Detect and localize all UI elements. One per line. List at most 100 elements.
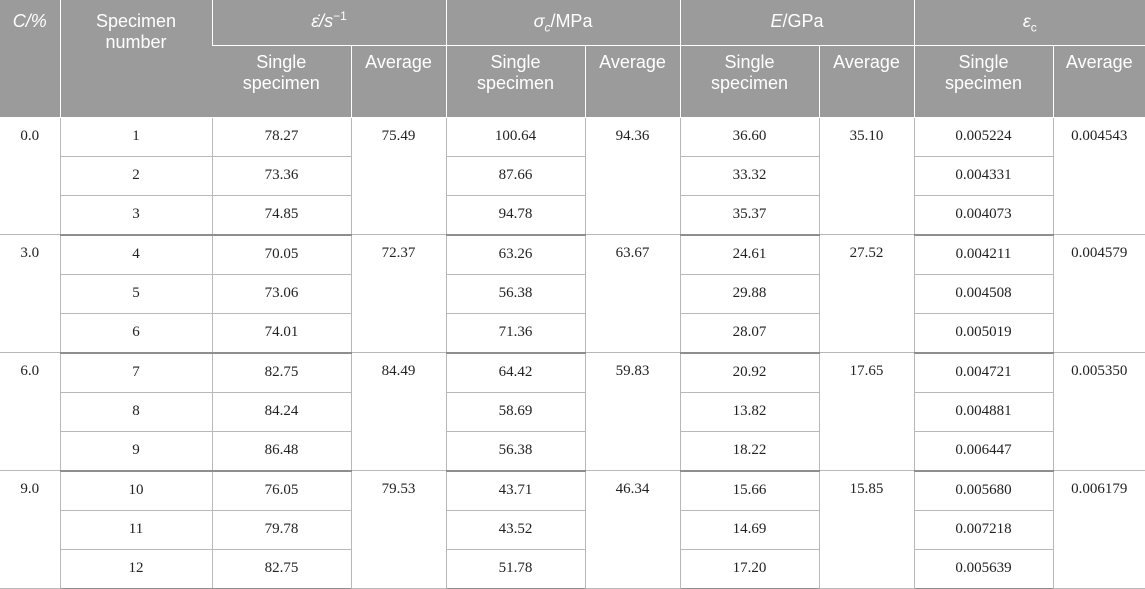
- specimen-number-cell: 4: [59, 234, 212, 275]
- strain-rate-cell: 82.75: [211, 549, 351, 589]
- table-row: 3.0 4 70.05 72.37 63.26 63.67 24.61 27.5…: [0, 234, 1145, 353]
- table-row: 9 86.48 56.38 18.22 0.006447: [0, 431, 1145, 472]
- specimen-number-cell: 3: [59, 195, 212, 236]
- table-row: 5 73.06 56.38 29.88 0.004508: [0, 274, 1145, 314]
- strain-cell: 0.005680: [913, 470, 1054, 511]
- strain-average-cell: 0.006179: [1052, 470, 1145, 589]
- table-header: C/% Specimen number ε̇/s−1 σc/MPa E/GPa …: [0, 0, 1145, 118]
- stress-cell: 56.38: [445, 274, 586, 314]
- strain-rate-cell: 78.27: [211, 117, 351, 157]
- strain-cell: 0.005019: [913, 313, 1054, 354]
- table-row: 11 79.78 43.52 14.69 0.007218: [0, 510, 1145, 550]
- strain-rate-average-cell: 84.49: [350, 352, 447, 471]
- header-elastic-modulus: E/GPa: [679, 0, 915, 46]
- modulus-average-cell: 35.10: [818, 117, 915, 235]
- header-specimen-number: Specimen number: [59, 0, 212, 118]
- stress-average-cell: 59.83: [584, 352, 681, 471]
- stress-cell: 100.64: [445, 117, 586, 157]
- specimen-number-cell: 7: [59, 352, 212, 393]
- stress-cell: 43.71: [445, 470, 586, 511]
- modulus-cell: 20.92: [679, 352, 820, 393]
- specimen-number-cell: 2: [59, 156, 212, 196]
- modulus-cell: 13.82: [679, 392, 820, 432]
- strain-rate-average-cell: 72.37: [350, 234, 447, 353]
- strain-rate-average-cell: 75.49: [350, 117, 447, 235]
- strain-rate-cell: 79.78: [211, 510, 351, 550]
- table-row: 6 74.01 71.36 28.07 0.005019: [0, 313, 1145, 354]
- stress-cell: 58.69: [445, 392, 586, 432]
- modulus-cell: 14.69: [679, 510, 820, 550]
- strain-rate-cell: 73.36: [211, 156, 351, 196]
- strain-rate-cell: 86.48: [211, 431, 351, 472]
- stress-cell: 51.78: [445, 549, 586, 589]
- strain-average-cell: 0.004579: [1052, 234, 1145, 353]
- specimen-number-cell: 9: [59, 431, 212, 472]
- stress-cell: 87.66: [445, 156, 586, 196]
- strain-cell: 0.004211: [913, 234, 1054, 275]
- strain-rate-cell: 73.06: [211, 274, 351, 314]
- modulus-cell: 36.60: [679, 117, 820, 157]
- specimen-number-cell: 5: [59, 274, 212, 314]
- header-average: Average: [818, 45, 915, 118]
- stress-average-cell: 46.34: [584, 470, 681, 589]
- strain-rate-cell: 82.75: [211, 352, 351, 393]
- stress-average-cell: 94.36: [584, 117, 681, 235]
- header-peak-stress: σc/MPa: [445, 0, 681, 46]
- modulus-average-cell: 27.52: [818, 234, 915, 353]
- header-peak-strain: εc: [913, 0, 1145, 46]
- header-single-specimen: Single specimen: [212, 45, 351, 118]
- header-single-specimen: Single specimen: [913, 45, 1054, 118]
- strain-cell: 0.005224: [913, 117, 1054, 157]
- modulus-cell: 35.37: [679, 195, 820, 236]
- stress-cell: 43.52: [445, 510, 586, 550]
- table-row: 0.0 1 78.27 75.49 100.64 94.36 36.60 35.…: [0, 117, 1145, 235]
- header-single-specimen: Single specimen: [679, 45, 820, 118]
- specimen-number-cell: 12: [59, 549, 212, 589]
- strain-rate-cell: 74.85: [211, 195, 351, 236]
- table-row: 8 84.24 58.69 13.82 0.004881: [0, 392, 1145, 432]
- stress-cell: 56.38: [445, 431, 586, 472]
- header-single-specimen: Single specimen: [445, 45, 586, 118]
- modulus-average-cell: 15.85: [818, 470, 915, 589]
- strain-cell: 0.005639: [913, 549, 1054, 589]
- strain-rate-average-cell: 79.53: [350, 470, 447, 589]
- header-average: Average: [350, 45, 447, 118]
- strain-cell: 0.006447: [913, 431, 1054, 472]
- modulus-cell: 15.66: [679, 470, 820, 511]
- modulus-cell: 28.07: [679, 313, 820, 354]
- header-c-percent: C/%: [0, 0, 60, 118]
- modulus-average-cell: 17.65: [818, 352, 915, 471]
- table-row: 2 73.36 87.66 33.32 0.004331: [0, 156, 1145, 196]
- strain-cell: 0.004073: [913, 195, 1054, 236]
- strain-rate-cell: 84.24: [211, 392, 351, 432]
- specimen-number-cell: 1: [59, 117, 212, 157]
- strain-average-cell: 0.005350: [1052, 352, 1145, 471]
- c-percent-cell: 0.0: [0, 117, 60, 235]
- strain-rate-cell: 70.05: [211, 234, 351, 275]
- specimen-number-cell: 6: [59, 313, 212, 354]
- table-row: 6.0 7 82.75 84.49 64.42 59.83 20.92 17.6…: [0, 352, 1145, 471]
- stress-average-cell: 63.67: [584, 234, 681, 353]
- c-percent-cell: 6.0: [0, 352, 60, 471]
- stress-cell: 63.26: [445, 234, 586, 275]
- header-average: Average: [1052, 45, 1145, 118]
- stress-cell: 64.42: [445, 352, 586, 393]
- c-percent-cell: 3.0: [0, 234, 60, 353]
- stress-cell: 71.36: [445, 313, 586, 354]
- strain-cell: 0.007218: [913, 510, 1054, 550]
- specimen-number-cell: 11: [59, 510, 212, 550]
- modulus-cell: 33.32: [679, 156, 820, 196]
- specimen-number-cell: 10: [59, 470, 212, 511]
- header-strain-rate: ε̇/s−1: [211, 0, 447, 46]
- strain-cell: 0.004881: [913, 392, 1054, 432]
- table-row: 9.0 10 76.05 79.53 43.71 46.34 15.66 15.…: [0, 470, 1145, 589]
- specimen-number-cell: 8: [59, 392, 212, 432]
- table-row: 3 74.85 94.78 35.37 0.004073: [0, 195, 1145, 236]
- strain-rate-cell: 74.01: [211, 313, 351, 354]
- strain-rate-cell: 76.05: [211, 470, 351, 511]
- table-row: 12 82.75 51.78 17.20 0.005639: [0, 549, 1145, 589]
- strain-cell: 0.004508: [913, 274, 1054, 314]
- stress-cell: 94.78: [445, 195, 586, 236]
- modulus-cell: 29.88: [679, 274, 820, 314]
